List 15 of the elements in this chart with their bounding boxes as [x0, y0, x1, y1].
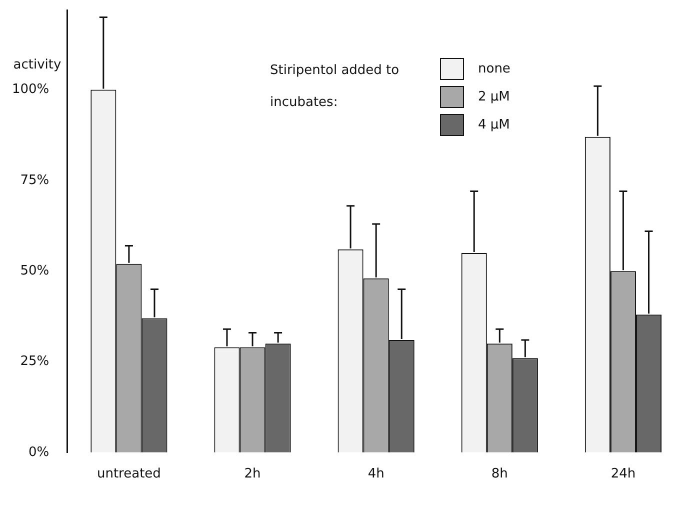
x-tick-label: untreated [96, 466, 161, 482]
legend-label: 2 µM [478, 89, 510, 104]
x-tick-label: 8h [491, 466, 508, 482]
y-tick-label: 100% [12, 82, 50, 98]
y-tick-label: 25% [20, 354, 50, 370]
y-tick-label: 50% [20, 263, 50, 278]
x-tick-label: 24h [610, 466, 636, 482]
x-tick-label: 4h [368, 466, 384, 482]
text: Stiripentol added to incubates: [270, 63, 400, 110]
legend-label: 4 µM [478, 117, 510, 132]
x-tick-label: 2h [244, 466, 261, 482]
y-tick-label: 0% [28, 444, 50, 460]
y-axis-title: activity [13, 57, 62, 72]
legend-label: none [478, 61, 510, 76]
y-tick-label: 75% [20, 172, 50, 188]
